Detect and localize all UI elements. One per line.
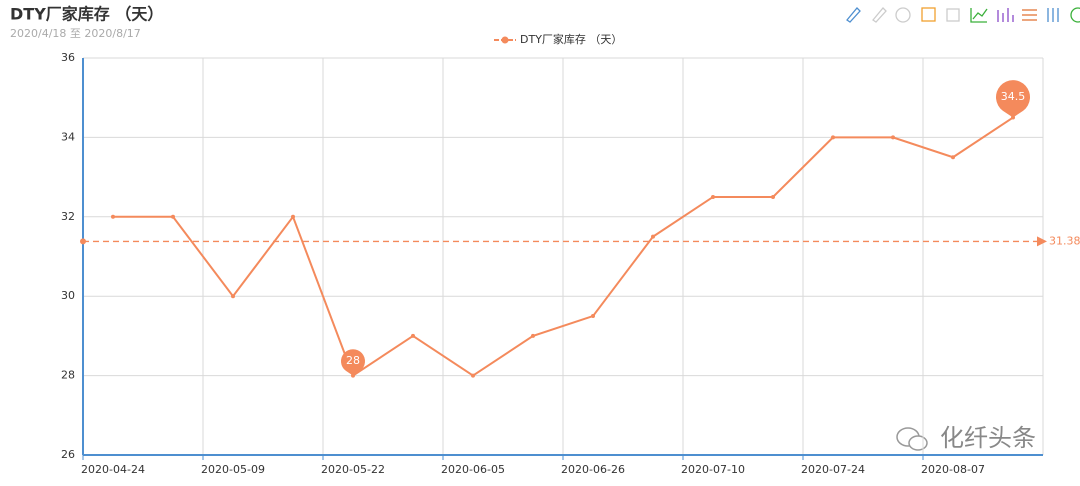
x-tick-label: 2020-06-05: [441, 463, 505, 476]
chart-title: DTY厂家库存 （天）: [10, 5, 163, 24]
point: [891, 135, 895, 140]
y-tick-label: 34: [61, 130, 75, 143]
legend-marker: [501, 36, 509, 44]
y-tick-label: 32: [61, 210, 75, 223]
mark-point-label: 28: [346, 354, 360, 367]
x-tick-label: 2020-05-22: [321, 463, 385, 476]
point: [771, 194, 775, 199]
tool-icon[interactable]: [872, 7, 887, 23]
tool-icon[interactable]: [895, 7, 911, 23]
mark-point: [341, 349, 366, 376]
tool-icon[interactable]: [970, 8, 988, 23]
mark-line-arrow: [1037, 236, 1047, 247]
toolbox[interactable]: [846, 7, 1080, 23]
tool-icon[interactable]: [846, 7, 861, 23]
x-tick-label: 2020-07-10: [681, 463, 745, 476]
legend-label: DTY厂家库存 （天）: [520, 32, 622, 46]
x-tick-label: 2020-07-24: [801, 463, 865, 476]
tool-icon[interactable]: [1047, 8, 1059, 22]
watermark: 化纤头条: [940, 424, 1036, 452]
tool-icon[interactable]: [946, 8, 960, 22]
chart-subtitle: 2020/4/18 至 2020/8/17: [10, 27, 141, 40]
point: [231, 294, 235, 299]
point: [951, 155, 955, 160]
point: [171, 214, 175, 219]
point: [291, 214, 295, 219]
x-tick-label: 2020-04-24: [81, 463, 145, 476]
point: [471, 373, 475, 378]
point: [711, 194, 715, 199]
point: [411, 333, 415, 338]
x-tick-label: 2020-06-26: [561, 463, 625, 476]
point: [531, 333, 535, 338]
tool-icon[interactable]: [921, 7, 936, 22]
y-tick-label: 36: [61, 51, 75, 64]
mark-point: [996, 80, 1030, 118]
mark-line-label: 31.38: [1049, 234, 1080, 247]
point: [111, 214, 115, 219]
tool-icon[interactable]: [1070, 7, 1080, 23]
watermark-group: 化纤头条: [896, 424, 1036, 452]
tool-icon[interactable]: [1022, 9, 1037, 21]
watermark-icon: [908, 435, 928, 451]
point: [831, 135, 835, 140]
tool-icon[interactable]: [997, 8, 1014, 22]
y-tick-label: 28: [61, 369, 75, 382]
mark-point-label: 34.5: [1001, 90, 1026, 103]
y-tick-label: 30: [61, 289, 75, 302]
x-tick-label: 2020-05-09: [201, 463, 265, 476]
x-tick-label: 2020-08-07: [921, 463, 985, 476]
y-tick-label: 26: [61, 448, 75, 461]
point: [591, 314, 595, 319]
point: [651, 234, 655, 239]
mark-line-start: [80, 238, 86, 245]
line: [113, 116, 1014, 378]
